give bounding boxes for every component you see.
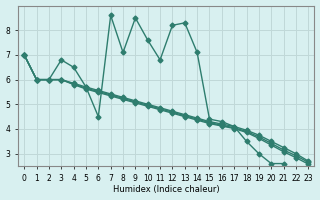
X-axis label: Humidex (Indice chaleur): Humidex (Indice chaleur) [113,185,220,194]
